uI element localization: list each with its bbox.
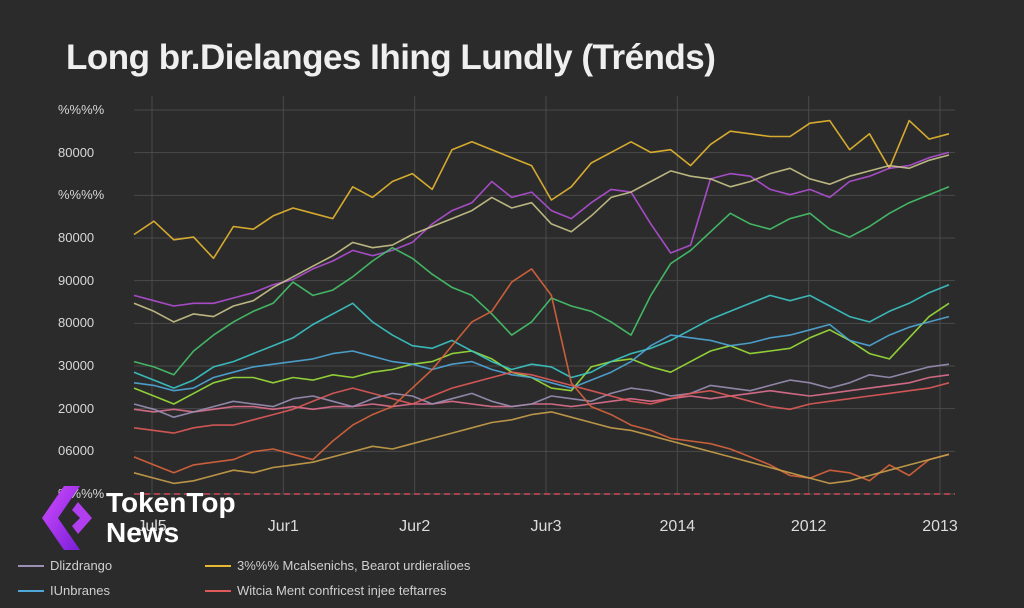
series-line-7 bbox=[133, 374, 950, 413]
series-line-1 bbox=[133, 151, 950, 307]
watermark-line-1: TokenTop bbox=[106, 487, 236, 518]
series-line-2 bbox=[133, 154, 950, 323]
series-line-6 bbox=[133, 315, 950, 392]
series-line-10 bbox=[133, 411, 950, 485]
x-tick-label: 2014 bbox=[659, 518, 696, 535]
legend-label: 3%%% Mcalsenichs, Bearot urdieralioes bbox=[237, 558, 471, 573]
watermark-logo: TokenTop News bbox=[38, 482, 236, 554]
y-tick-label: %%%% bbox=[58, 102, 105, 117]
legend-entry-0: Dlizdrango bbox=[18, 558, 112, 573]
x-tick-label: Jul5 bbox=[137, 518, 167, 535]
legend-swatch bbox=[205, 564, 231, 567]
x-tick-label: Jur3 bbox=[530, 518, 562, 535]
y-tick-label: %%%% bbox=[58, 187, 105, 203]
watermark-line-2: News bbox=[106, 517, 180, 548]
legend-entry-1: 3%%% Mcalsenichs, Bearot urdieralioes bbox=[205, 558, 470, 573]
y-tick-label: 80000 bbox=[58, 144, 95, 160]
legend-entry-3: Witcia Ment confricest injee teftarres bbox=[205, 583, 447, 598]
legend-swatch bbox=[18, 589, 44, 592]
y-tick-label: 30000 bbox=[58, 358, 95, 373]
y-tick-label: 06000 bbox=[58, 443, 95, 459]
legend-entry-2: IUnbranes bbox=[18, 583, 110, 598]
legend-swatch bbox=[205, 589, 231, 592]
chart-title: Long br.Dielanges Ihing Lundly (Trénds) bbox=[66, 38, 716, 77]
series-line-11 bbox=[133, 371, 950, 434]
legend-label: IUnbranes bbox=[50, 583, 110, 598]
series-line-9 bbox=[133, 268, 950, 482]
y-tick-label: 20000 bbox=[58, 400, 95, 416]
series-line-3 bbox=[133, 186, 950, 376]
x-tick-label: Jur2 bbox=[399, 518, 431, 535]
legend-label: Dlizdrango bbox=[50, 558, 113, 573]
series-line-0 bbox=[133, 119, 950, 260]
series-line-8 bbox=[133, 363, 950, 419]
x-tick-label: 2013 bbox=[922, 518, 958, 535]
x-tick-label: Jur1 bbox=[267, 518, 299, 535]
series-line-5 bbox=[133, 284, 950, 389]
legend-label: Witcia Ment confricest injee teftarres bbox=[237, 583, 447, 598]
x-tick-label: 2012 bbox=[790, 518, 827, 535]
y-tick-label: 90000 bbox=[58, 272, 95, 288]
tokentop-logo-icon bbox=[42, 486, 92, 550]
legend-swatch bbox=[18, 564, 44, 567]
y-tick-label: 80000 bbox=[58, 230, 95, 245]
series-line-4 bbox=[133, 302, 950, 405]
y-tick-label: 80000 bbox=[58, 315, 95, 331]
